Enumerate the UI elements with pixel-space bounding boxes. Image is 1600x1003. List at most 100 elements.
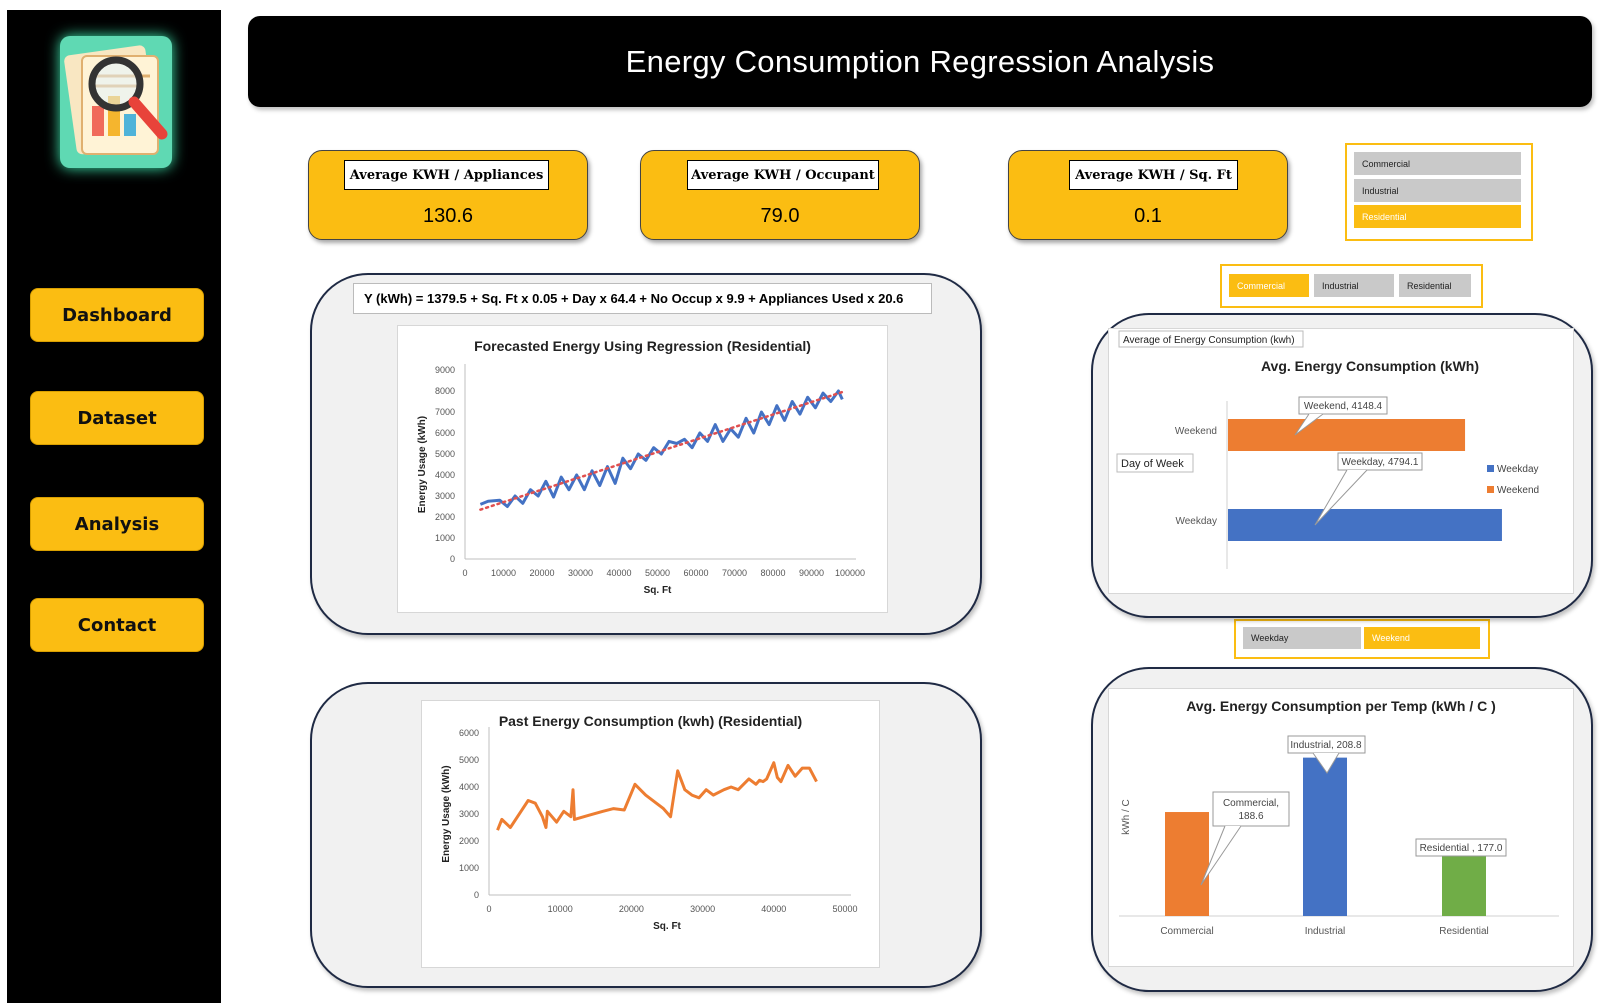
nav-analysis-button[interactable]: Analysis bbox=[30, 497, 204, 551]
category-label: Commercial bbox=[1160, 926, 1213, 937]
data-label: Weekend, 4148.4 bbox=[1304, 401, 1383, 412]
x-tick-label: 40000 bbox=[761, 904, 786, 914]
x-tick-label: 20000 bbox=[529, 568, 554, 578]
slicer-item-weekday[interactable]: Weekday bbox=[1243, 627, 1361, 649]
slicer-item-residential[interactable]: Residential bbox=[1399, 274, 1471, 297]
kpi-card-sqft: Average KWH / Sq. Ft 0.1 bbox=[1008, 150, 1288, 240]
series-line bbox=[479, 389, 844, 508]
y-tick-label: 4000 bbox=[435, 470, 455, 480]
x-tick-label: 20000 bbox=[619, 904, 644, 914]
y-tick-label: 5000 bbox=[435, 449, 455, 459]
building-type-slicer-horizontal: Commercial Industrial Residential bbox=[1220, 264, 1483, 308]
category-label: Industrial bbox=[1305, 926, 1346, 937]
category-label: Weekend bbox=[1175, 426, 1217, 437]
kpi-label: Average KWH / Appliances bbox=[344, 160, 549, 190]
chart-title: Avg. Energy Consumption per Temp (kWh / … bbox=[1186, 698, 1496, 714]
category-label: Residential bbox=[1439, 926, 1488, 937]
page-title: Energy Consumption Regression Analysis bbox=[248, 16, 1592, 107]
data-label: Industrial, 208.8 bbox=[1290, 740, 1362, 751]
y-tick-label: 5000 bbox=[459, 755, 479, 765]
kpi-label: Average KWH / Sq. Ft bbox=[1069, 160, 1238, 190]
y-tick-label: 3000 bbox=[459, 809, 479, 819]
y-tick-label: 0 bbox=[450, 554, 455, 564]
y-tick-label: 3000 bbox=[435, 491, 455, 501]
data-label-box bbox=[1337, 452, 1423, 471]
day-of-week-slicer: Weekday Weekend bbox=[1234, 619, 1490, 659]
y-tick-label: 0 bbox=[474, 890, 479, 900]
series-line bbox=[496, 761, 818, 831]
y-tick-label: 7000 bbox=[435, 407, 455, 417]
per-temp-chart: Avg. Energy Consumption per Temp (kWh / … bbox=[1108, 688, 1574, 967]
slicer-item-industrial[interactable]: Industrial bbox=[1314, 274, 1394, 297]
x-tick-label: 60000 bbox=[683, 568, 708, 578]
x-tick-label: 0 bbox=[462, 568, 467, 578]
x-tick-label: 70000 bbox=[722, 568, 747, 578]
data-label-pointer bbox=[1312, 752, 1340, 774]
x-tick-label: 30000 bbox=[568, 568, 593, 578]
slicer-item-industrial[interactable]: Industrial bbox=[1354, 179, 1521, 202]
y-axis-label: Energy Usage (kWh) bbox=[441, 765, 452, 862]
bar-industrial bbox=[1303, 757, 1347, 916]
y-tick-label: 6000 bbox=[459, 728, 479, 738]
x-tick-label: 40000 bbox=[606, 568, 631, 578]
data-label: Commercial, bbox=[1223, 798, 1279, 809]
chart-title: Avg. Energy Consumption (kWh) bbox=[1261, 358, 1479, 374]
nav-dashboard-button[interactable]: Dashboard bbox=[30, 288, 204, 342]
category-label: Weekday bbox=[1175, 516, 1217, 527]
slicer-item-commercial[interactable]: Commercial bbox=[1354, 152, 1521, 175]
kpi-value: 0.1 bbox=[1134, 205, 1162, 227]
day-of-week-chart: Average of Energy Consumption (kwh) Avg. … bbox=[1108, 328, 1574, 594]
nav-dataset-button[interactable]: Dataset bbox=[30, 391, 204, 445]
bar-weekend bbox=[1228, 419, 1466, 451]
legend-label: Weekday bbox=[1497, 464, 1539, 475]
slicer-item-weekend[interactable]: Weekend bbox=[1364, 627, 1480, 649]
data-label-box bbox=[1212, 791, 1290, 827]
y-tick-label: 4000 bbox=[459, 782, 479, 792]
y-axis-label: Energy Usage (kWh) bbox=[417, 416, 428, 513]
pivot-axis-label: Day of Week bbox=[1121, 458, 1184, 470]
legend-swatch bbox=[1487, 486, 1494, 493]
pivot-axis-button bbox=[1116, 453, 1194, 473]
kpi-card-appliances: Average KWH / Appliances 130.6 bbox=[308, 150, 588, 240]
y-axis-label: kWh / C bbox=[1121, 799, 1132, 835]
legend-label: Weekend bbox=[1497, 485, 1539, 496]
regression-equation: Y (kWh) = 1379.5 + Sq. Ft x 0.05 + Day x… bbox=[353, 283, 932, 314]
slicer-item-commercial[interactable]: Commercial bbox=[1229, 274, 1309, 297]
x-tick-label: 50000 bbox=[645, 568, 670, 578]
data-label: Residential , 177.0 bbox=[1420, 843, 1503, 854]
x-tick-label: 100000 bbox=[835, 568, 865, 578]
x-tick-label: 10000 bbox=[491, 568, 516, 578]
x-tick-label: 80000 bbox=[760, 568, 785, 578]
x-tick-label: 50000 bbox=[832, 904, 857, 914]
trend-line bbox=[479, 390, 844, 511]
y-tick-label: 2000 bbox=[435, 512, 455, 522]
kpi-value: 79.0 bbox=[760, 205, 800, 227]
chart-title: Forecasted Energy Using Regression (Resi… bbox=[474, 338, 811, 354]
slicer-item-residential[interactable]: Residential bbox=[1354, 205, 1521, 228]
bar-weekday bbox=[1228, 509, 1502, 541]
data-label: 188.6 bbox=[1238, 811, 1263, 822]
data-label: Weekday, 4794.1 bbox=[1342, 457, 1419, 468]
data-label-pointer bbox=[1294, 413, 1324, 436]
x-axis-label: Sq. Ft bbox=[644, 585, 672, 596]
data-label-box bbox=[1415, 838, 1507, 857]
y-tick-label: 8000 bbox=[435, 386, 455, 396]
y-tick-label: 2000 bbox=[459, 836, 479, 846]
data-label-pointer bbox=[1314, 469, 1368, 526]
pivot-field-button bbox=[1118, 330, 1304, 348]
data-label-box bbox=[1298, 396, 1388, 415]
bar-commercial bbox=[1165, 812, 1209, 916]
kpi-value: 130.6 bbox=[422, 205, 474, 227]
forecast-chart: Forecasted Energy Using Regression (Resi… bbox=[397, 325, 888, 613]
kpi-card-occupant: Average KWH / Occupant 79.0 bbox=[640, 150, 920, 240]
x-tick-label: 0 bbox=[486, 904, 491, 914]
pivot-field-label: Average of Energy Consumption (kwh) bbox=[1123, 335, 1295, 346]
y-tick-label: 9000 bbox=[435, 365, 455, 375]
legend-swatch bbox=[1487, 465, 1494, 472]
data-label-pointer bbox=[1200, 825, 1242, 886]
chart-title: Past Energy Consumption (kwh) (Residenti… bbox=[499, 713, 802, 729]
past-consumption-chart: Past Energy Consumption (kwh) (Residenti… bbox=[421, 700, 880, 968]
y-tick-label: 1000 bbox=[459, 863, 479, 873]
x-axis-label: Sq. Ft bbox=[653, 921, 681, 932]
nav-contact-button[interactable]: Contact bbox=[30, 598, 204, 652]
